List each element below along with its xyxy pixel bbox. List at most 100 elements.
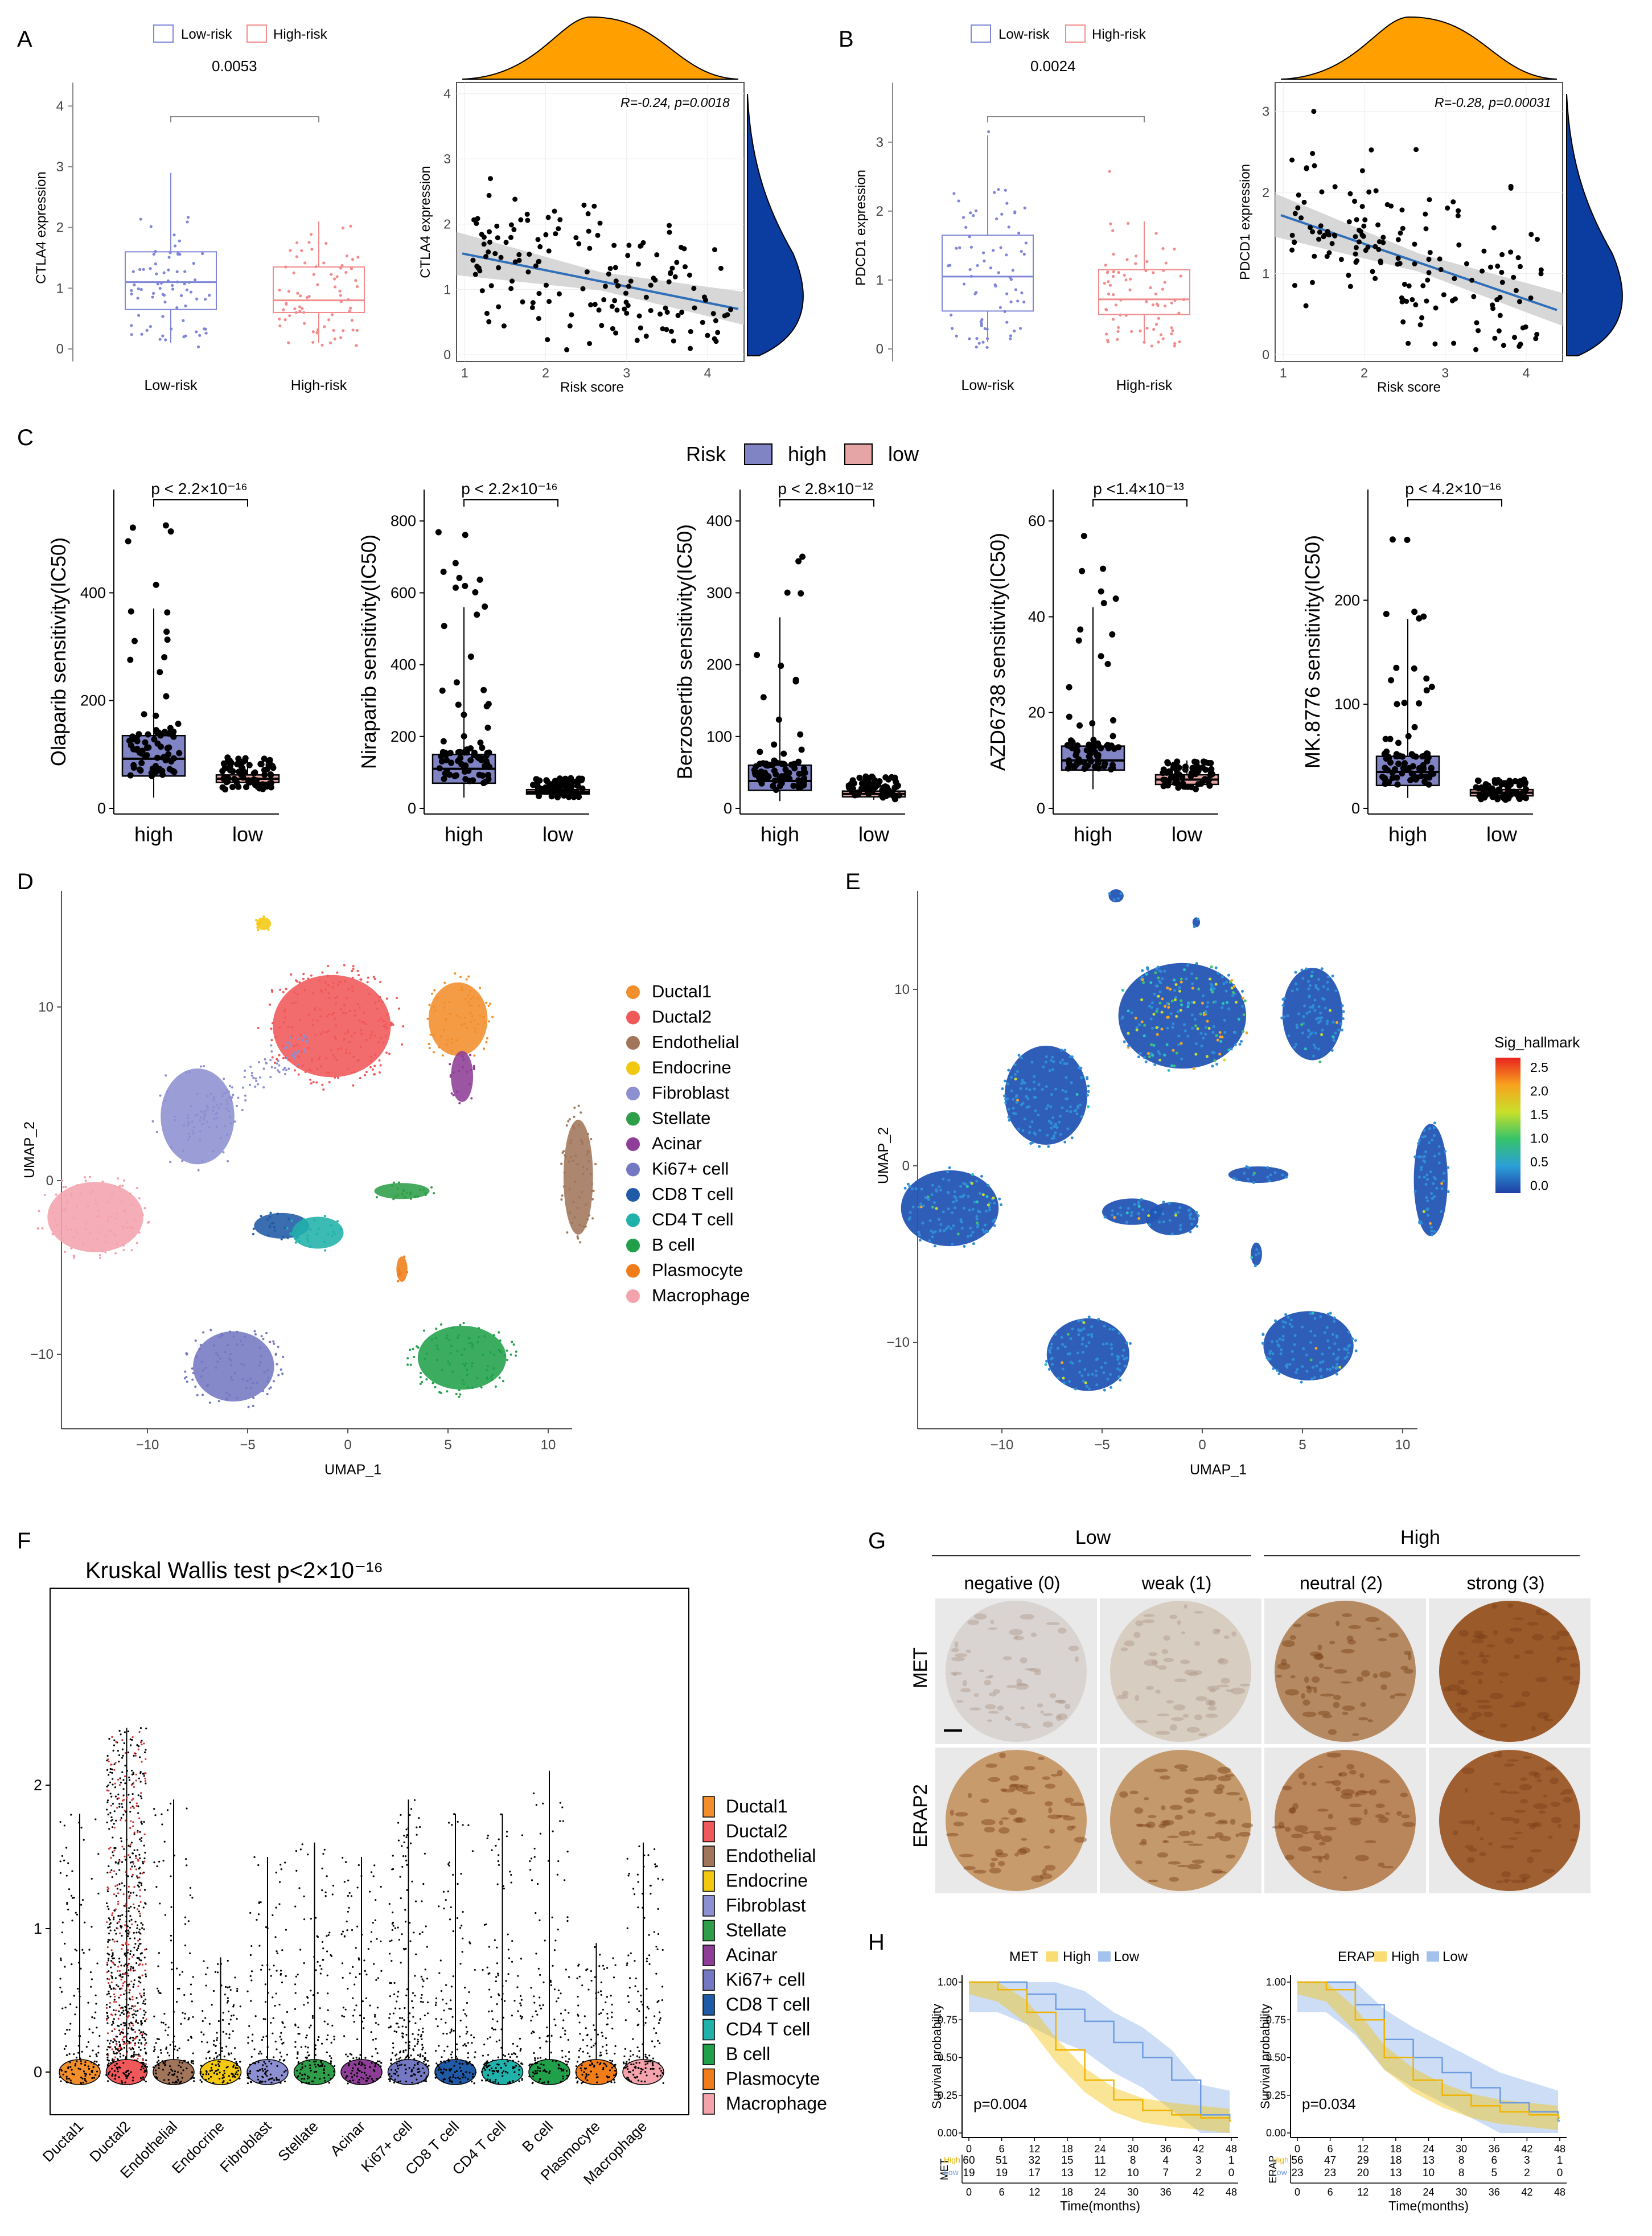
cell-point: [1076, 1351, 1079, 1355]
cell-point: [199, 1119, 202, 1122]
violin-point: [109, 1918, 111, 1921]
cell-point: [126, 1221, 129, 1224]
data-point: [149, 325, 152, 328]
cell-point: [1069, 1110, 1072, 1113]
cell-point: [1078, 1103, 1082, 1107]
violin-point: [118, 2025, 120, 2027]
cell-point: [270, 1050, 273, 1053]
violin-point: [166, 2052, 169, 2054]
cell-point: [1319, 1012, 1322, 1015]
data-point: [529, 782, 536, 788]
data-point: [1346, 273, 1351, 278]
cell-point: [461, 986, 463, 989]
data-point: [508, 286, 514, 291]
data-point: [498, 254, 504, 260]
data-point: [1419, 315, 1425, 320]
violin-point: [108, 1992, 110, 1995]
cell-point: [1337, 1028, 1341, 1031]
cell-point: [194, 1114, 197, 1117]
cell-point: [469, 998, 472, 1001]
violin-point: [63, 2048, 66, 2050]
cell-point: [1174, 1214, 1178, 1217]
violin-point: [137, 1812, 139, 1814]
violin-point: [164, 2064, 166, 2066]
cell-point: [1122, 1349, 1125, 1352]
data-point: [891, 796, 898, 803]
violin-point: [142, 1906, 145, 1909]
violin-point: [137, 2057, 139, 2060]
cell-point: [441, 1054, 444, 1057]
b-ylabel: PDCD1 expression: [853, 170, 869, 286]
data-point: [1400, 225, 1406, 231]
violin-point: [139, 1857, 141, 1860]
data-point: [511, 227, 517, 232]
cell-point: [466, 1070, 469, 1073]
cell-point: [447, 1038, 450, 1041]
data-point: [1109, 717, 1116, 724]
violin-point: [59, 2076, 61, 2078]
violin-point: [136, 1927, 138, 1929]
violin-point: [106, 2032, 109, 2034]
data-point: [1145, 260, 1149, 264]
cell-point: [200, 1360, 203, 1363]
data-point: [1111, 229, 1115, 232]
violin-point: [116, 1884, 118, 1886]
violin-point: [153, 2046, 155, 2048]
cell-point: [591, 1198, 594, 1201]
cell-point: [457, 1334, 460, 1337]
cell-point: [1288, 1322, 1292, 1326]
data-point: [999, 246, 1002, 249]
violin-point: [183, 2017, 186, 2020]
data-point: [981, 340, 985, 344]
violin-point: [108, 1982, 110, 1984]
cell-point: [135, 1242, 138, 1244]
cell-point: [1153, 992, 1156, 996]
cell-point: [464, 997, 467, 1000]
cell-point: [255, 1079, 258, 1082]
cell-point: [334, 1038, 337, 1041]
cell-point: [1167, 1006, 1170, 1009]
data-point: [266, 760, 273, 767]
data-point: [1104, 264, 1107, 267]
violin-point: [135, 1855, 137, 1857]
violin-point: [116, 1807, 118, 1809]
data-point: [342, 329, 345, 332]
cell-point: [1141, 978, 1144, 981]
cell-point: [1086, 1094, 1089, 1097]
cell-point: [1180, 980, 1183, 984]
cell-point: [64, 1225, 67, 1228]
cell-point: [1206, 1020, 1209, 1023]
data-point: [795, 758, 802, 765]
violin-point: [184, 1945, 187, 1947]
cell-point: [317, 1227, 320, 1230]
x-cat-low: low: [1486, 823, 1518, 846]
data-point: [1423, 226, 1429, 232]
violin-point: [61, 1855, 63, 1857]
violin-point: [125, 2056, 127, 2058]
y-tick-label: 1: [1262, 266, 1269, 281]
data-point: [1124, 278, 1128, 282]
data-point: [543, 232, 549, 237]
cell-point: [363, 1011, 365, 1014]
cell-point: [304, 1071, 307, 1074]
violin-point: [140, 1959, 142, 1962]
cell-point: [353, 1031, 356, 1034]
cell-point: [1047, 1368, 1051, 1371]
violin-point: [110, 1981, 113, 1983]
cell-point: [201, 1123, 204, 1125]
cell-point: [225, 1398, 228, 1400]
cell-point: [116, 1243, 118, 1246]
c-pvalue: p < 2.8×10⁻¹²: [778, 480, 873, 498]
c-ylabel: MK.8776 sensitivity(IC50): [1301, 535, 1324, 768]
cell-point: [953, 1190, 956, 1194]
data-point: [1369, 147, 1374, 153]
cell-point: [56, 1223, 59, 1226]
data-point: [950, 313, 953, 317]
data-point: [1022, 252, 1026, 256]
cell-point: [213, 1117, 216, 1120]
cell-point: [445, 1337, 448, 1339]
cell-point: [1168, 1219, 1172, 1222]
violin-point: [135, 2019, 138, 2021]
y-tick-label: 0: [443, 347, 451, 362]
data-point: [1182, 298, 1186, 301]
